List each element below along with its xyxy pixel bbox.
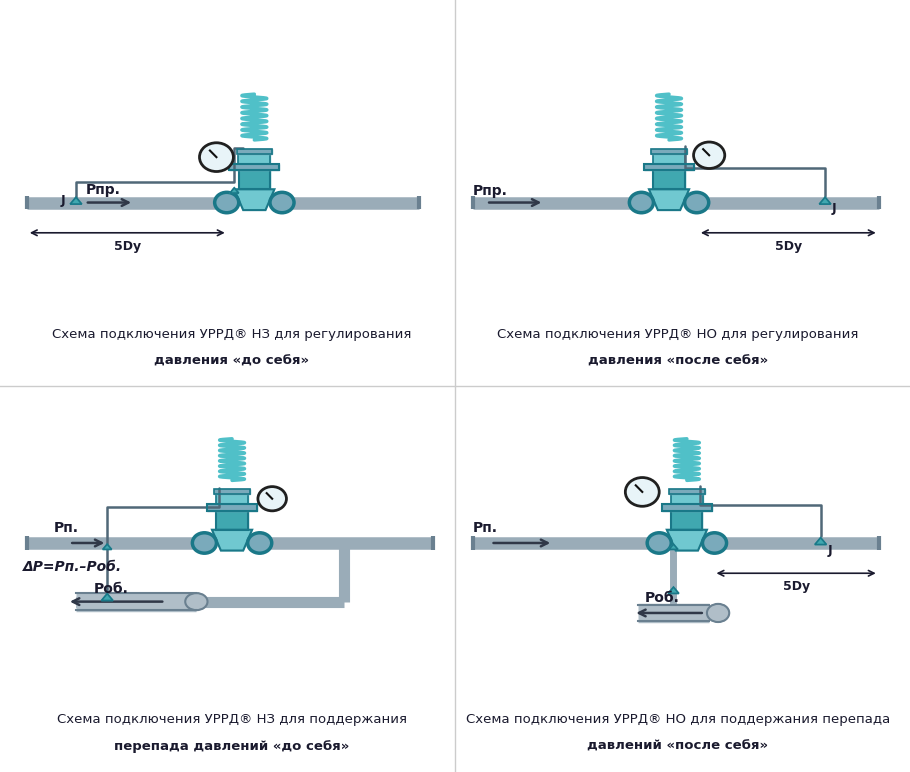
Bar [644, 164, 694, 171]
Circle shape [625, 478, 659, 506]
Bar [662, 504, 712, 511]
Bar [237, 149, 272, 154]
Text: давлений «после себя»: давлений «после себя» [587, 740, 769, 753]
Ellipse shape [186, 593, 207, 610]
Text: Схема подключения УРРД® НО для поддержания перепада: Схема подключения УРРД® НО для поддержан… [466, 713, 890, 726]
Bar [229, 164, 279, 171]
Bar [214, 489, 250, 494]
Bar [672, 511, 703, 530]
Text: J: J [60, 195, 65, 208]
Bar [653, 171, 684, 189]
Polygon shape [103, 544, 112, 550]
Bar [207, 504, 257, 511]
Circle shape [248, 533, 272, 554]
Polygon shape [649, 189, 689, 210]
Bar [653, 151, 685, 164]
Circle shape [192, 533, 217, 554]
Text: 5Dy: 5Dy [783, 580, 810, 593]
Bar [238, 151, 270, 164]
Text: Рпр.: Рпр. [86, 183, 121, 197]
Bar [217, 511, 248, 530]
Bar [216, 492, 248, 504]
Circle shape [693, 142, 724, 168]
Circle shape [258, 486, 287, 511]
Text: Рпр.: Рпр. [473, 184, 508, 198]
Bar [671, 492, 703, 504]
Text: J: J [827, 543, 832, 557]
Ellipse shape [707, 604, 729, 622]
Text: перепада давлений «до себя»: перепада давлений «до себя» [115, 740, 349, 753]
Polygon shape [669, 544, 678, 550]
Text: 5Dy: 5Dy [114, 239, 141, 252]
Text: Схема подключения УРРД® НЗ для регулирования: Схема подключения УРРД® НЗ для регулиров… [53, 327, 411, 340]
Circle shape [647, 533, 672, 554]
Circle shape [270, 192, 294, 213]
Text: ΔP=Рп.–Роб.: ΔP=Рп.–Роб. [23, 560, 122, 574]
Bar [653, 151, 685, 164]
Polygon shape [819, 197, 831, 204]
Circle shape [199, 143, 233, 171]
Bar [217, 511, 248, 530]
Text: Роб.: Роб. [94, 582, 128, 596]
Polygon shape [814, 537, 826, 544]
Bar [669, 489, 704, 494]
Bar [238, 171, 270, 189]
Polygon shape [212, 530, 252, 550]
Polygon shape [667, 530, 707, 550]
Bar [652, 149, 687, 154]
Bar [652, 149, 687, 154]
Bar [672, 511, 703, 530]
Bar [662, 504, 712, 511]
Bar [237, 149, 272, 154]
Bar [229, 164, 279, 171]
Bar [644, 164, 694, 171]
Bar [669, 489, 704, 494]
Circle shape [684, 192, 709, 213]
Polygon shape [668, 587, 679, 594]
Bar [238, 151, 270, 164]
Text: давления «до себя»: давления «до себя» [155, 354, 309, 367]
Bar [238, 171, 270, 189]
Circle shape [215, 192, 238, 213]
Bar [207, 504, 257, 511]
Bar [653, 171, 684, 189]
Text: J: J [832, 202, 836, 215]
Text: Рп.: Рп. [54, 521, 78, 536]
Polygon shape [230, 188, 238, 193]
Circle shape [630, 192, 653, 213]
Circle shape [703, 533, 726, 554]
Bar [671, 492, 703, 504]
Polygon shape [234, 189, 275, 210]
Bar [216, 492, 248, 504]
Polygon shape [70, 197, 82, 204]
Bar [214, 489, 250, 494]
Text: Схема подключения УРРД® НЗ для поддержания: Схема подключения УРРД® НЗ для поддержан… [57, 713, 407, 726]
Polygon shape [101, 594, 113, 601]
Text: Схема подключения УРРД® НО для регулирования: Схема подключения УРРД® НО для регулиров… [497, 327, 859, 340]
Text: давления «после себя»: давления «после себя» [588, 354, 768, 367]
Text: Рп.: Рп. [473, 521, 498, 536]
Text: Роб.: Роб. [644, 591, 680, 605]
Text: 5Dy: 5Dy [774, 239, 802, 252]
